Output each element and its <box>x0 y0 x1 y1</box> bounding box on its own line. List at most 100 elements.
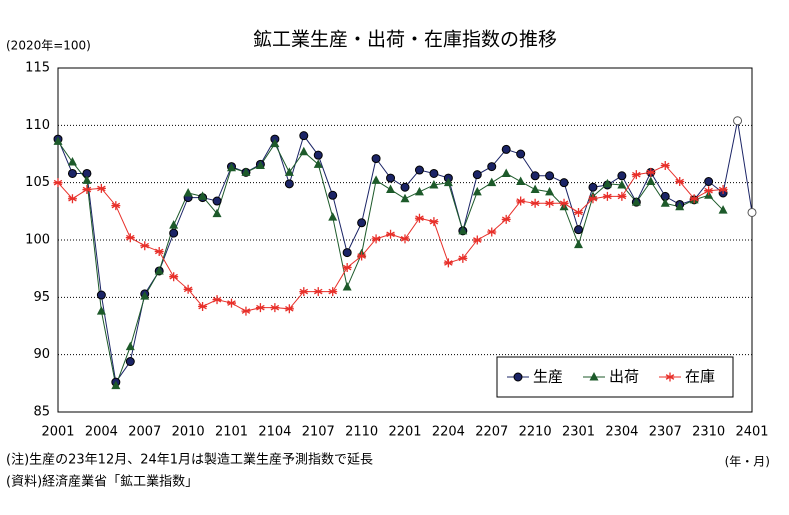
marker <box>183 284 193 294</box>
legend-marker <box>665 372 675 382</box>
marker <box>530 171 540 181</box>
marker <box>660 198 670 207</box>
legend-marker <box>513 372 523 382</box>
marker <box>284 304 294 314</box>
x-tick-label: 2004 <box>85 425 118 440</box>
marker <box>328 212 338 221</box>
marker <box>487 177 497 187</box>
x-tick-label: 2401 <box>735 425 768 440</box>
note: (資料)経済産業省「鉱工業指数」 <box>6 474 198 490</box>
marker <box>602 191 612 201</box>
y-tick-label: 85 <box>33 405 50 420</box>
marker <box>414 186 424 196</box>
marker <box>516 196 526 206</box>
marker <box>458 225 468 235</box>
legend-label: 出荷 <box>609 368 639 386</box>
marker <box>255 303 265 313</box>
marker <box>313 159 323 168</box>
x-tick-label: 2307 <box>649 425 682 440</box>
marker <box>472 170 482 180</box>
marker <box>617 179 627 189</box>
marker <box>574 207 583 217</box>
marker <box>342 263 352 273</box>
y-tick-label: 115 <box>25 61 50 76</box>
marker <box>386 184 396 194</box>
marker <box>559 178 569 188</box>
marker <box>631 170 641 180</box>
marker <box>429 217 439 227</box>
y-unit: (2020年=100) <box>6 39 91 53</box>
x-unit: (年・月) <box>725 455 770 469</box>
marker <box>67 168 77 178</box>
marker <box>530 198 540 208</box>
marker <box>255 160 265 169</box>
marker <box>414 165 424 175</box>
marker <box>675 201 685 211</box>
x-tick-label: 2201 <box>388 425 421 440</box>
legend-label: 生産 <box>533 368 563 386</box>
marker <box>67 194 77 204</box>
marker <box>371 234 381 244</box>
x-tick-label: 2101 <box>215 425 248 440</box>
marker <box>212 196 222 206</box>
x-tick-label: 2010 <box>172 425 205 440</box>
marker <box>386 229 396 239</box>
marker <box>183 187 193 197</box>
marker <box>472 186 482 196</box>
marker <box>53 178 63 188</box>
x-tick-label: 2310 <box>692 425 725 440</box>
x-tick-label: 2110 <box>345 425 378 440</box>
marker <box>386 173 396 183</box>
marker <box>111 380 121 390</box>
marker <box>125 357 135 367</box>
marker <box>689 194 699 204</box>
marker <box>169 228 179 238</box>
y-tick-label: 100 <box>25 233 50 248</box>
marker <box>472 235 482 245</box>
note: (注)生産の23年12月、24年1月は製造工業生産予測指数で延長 <box>6 452 373 468</box>
marker <box>82 185 92 195</box>
marker <box>588 194 598 204</box>
y-tick-label: 105 <box>25 175 50 190</box>
marker <box>545 171 555 181</box>
x-tick-label: 2301 <box>562 425 595 440</box>
marker <box>414 213 424 223</box>
marker <box>357 218 367 228</box>
marker <box>96 183 106 193</box>
y-tick-label: 90 <box>33 347 50 362</box>
x-tick-label: 2210 <box>519 425 552 440</box>
y-tick-label: 95 <box>33 290 50 305</box>
marker <box>284 167 294 176</box>
marker <box>400 234 410 244</box>
marker <box>675 177 685 187</box>
marker <box>733 116 743 126</box>
marker <box>140 241 150 251</box>
x-tick-label: 2304 <box>605 425 638 440</box>
marker <box>429 179 439 189</box>
marker <box>588 182 598 192</box>
marker <box>704 186 714 196</box>
marker <box>82 175 92 184</box>
marker <box>212 295 222 305</box>
marker <box>154 265 164 275</box>
marker <box>169 272 179 282</box>
marker <box>154 246 164 256</box>
marker <box>342 282 352 291</box>
legend-box <box>496 356 734 398</box>
marker <box>400 193 410 203</box>
marker <box>516 149 526 159</box>
marker <box>545 198 555 208</box>
marker <box>718 185 728 195</box>
marker <box>299 146 309 156</box>
marker <box>212 208 222 218</box>
marker <box>559 198 569 208</box>
marker <box>284 179 294 189</box>
marker <box>516 176 526 186</box>
marker <box>111 201 121 211</box>
x-tick-label: 2204 <box>432 425 465 440</box>
marker <box>501 168 511 177</box>
marker <box>241 167 251 176</box>
marker <box>198 191 208 200</box>
marker <box>169 220 179 229</box>
legend-marker <box>589 372 599 381</box>
